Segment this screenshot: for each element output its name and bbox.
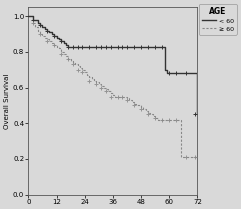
Y-axis label: Overall Survival: Overall Survival <box>4 73 10 129</box>
Legend: < 60, ≥ 60: < 60, ≥ 60 <box>199 4 237 35</box>
